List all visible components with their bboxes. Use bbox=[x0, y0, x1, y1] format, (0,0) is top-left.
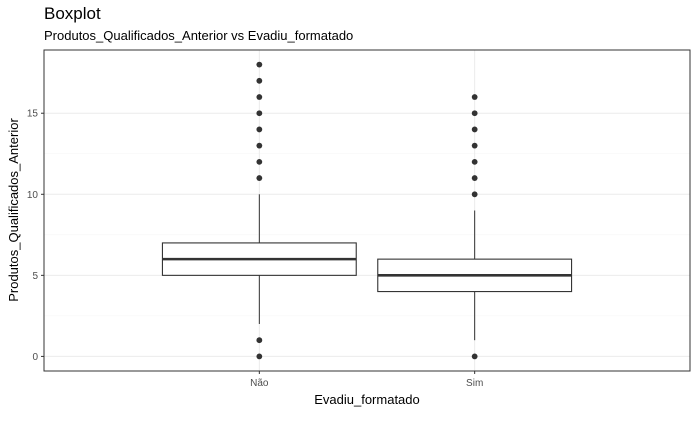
outlier-point bbox=[256, 126, 263, 133]
chart-subtitle: Produtos_Qualificados_Anterior vs Evadiu… bbox=[44, 28, 354, 43]
y-tick-label: 0 bbox=[32, 352, 38, 363]
axis-layer: 0 5 10 15 Não Sim bbox=[27, 109, 483, 389]
outlier-point bbox=[256, 142, 263, 149]
y-tick-label: 10 bbox=[27, 190, 39, 201]
outlier-point bbox=[256, 353, 263, 360]
chart-title: Boxplot bbox=[44, 4, 101, 23]
outlier-point bbox=[256, 175, 263, 181]
x-tick-label: Sim bbox=[466, 378, 483, 389]
outlier-point bbox=[471, 158, 478, 165]
outlier-point bbox=[471, 126, 478, 133]
outlier-point bbox=[256, 158, 263, 165]
outlier-point bbox=[471, 191, 478, 198]
y-tick-label: 5 bbox=[32, 271, 38, 282]
x-tick-label: Não bbox=[250, 378, 269, 389]
panel-border bbox=[43, 49, 691, 372]
outlier-point bbox=[256, 337, 263, 344]
outlier-point bbox=[471, 94, 478, 100]
outlier-point bbox=[471, 142, 478, 149]
y-axis-title: Produtos_Qualificados_Anterior bbox=[6, 118, 21, 302]
box-layer bbox=[161, 61, 573, 360]
grid-layer bbox=[44, 50, 690, 371]
x-axis-title: Evadiu_formatado bbox=[314, 392, 420, 407]
box-sim bbox=[377, 94, 573, 360]
outlier-point bbox=[256, 77, 263, 84]
outlier-point bbox=[471, 175, 478, 181]
outlier-point bbox=[256, 61, 263, 68]
outlier-point bbox=[471, 353, 478, 360]
outlier-point bbox=[256, 94, 263, 100]
outlier-point bbox=[256, 110, 263, 117]
y-tick-label: 15 bbox=[27, 109, 39, 120]
box-nao bbox=[161, 61, 357, 360]
outlier-point bbox=[471, 110, 478, 117]
